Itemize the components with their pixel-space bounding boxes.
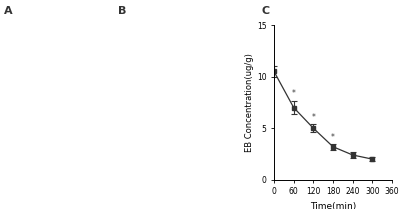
Text: A: A <box>4 6 13 16</box>
Text: *: * <box>331 133 335 141</box>
Text: B: B <box>118 6 126 16</box>
Text: C: C <box>262 6 270 16</box>
Text: *: * <box>311 113 315 122</box>
X-axis label: Time(min): Time(min) <box>310 202 356 209</box>
Text: *: * <box>292 89 296 98</box>
Y-axis label: EB Concentration(ug/g): EB Concentration(ug/g) <box>245 53 254 152</box>
